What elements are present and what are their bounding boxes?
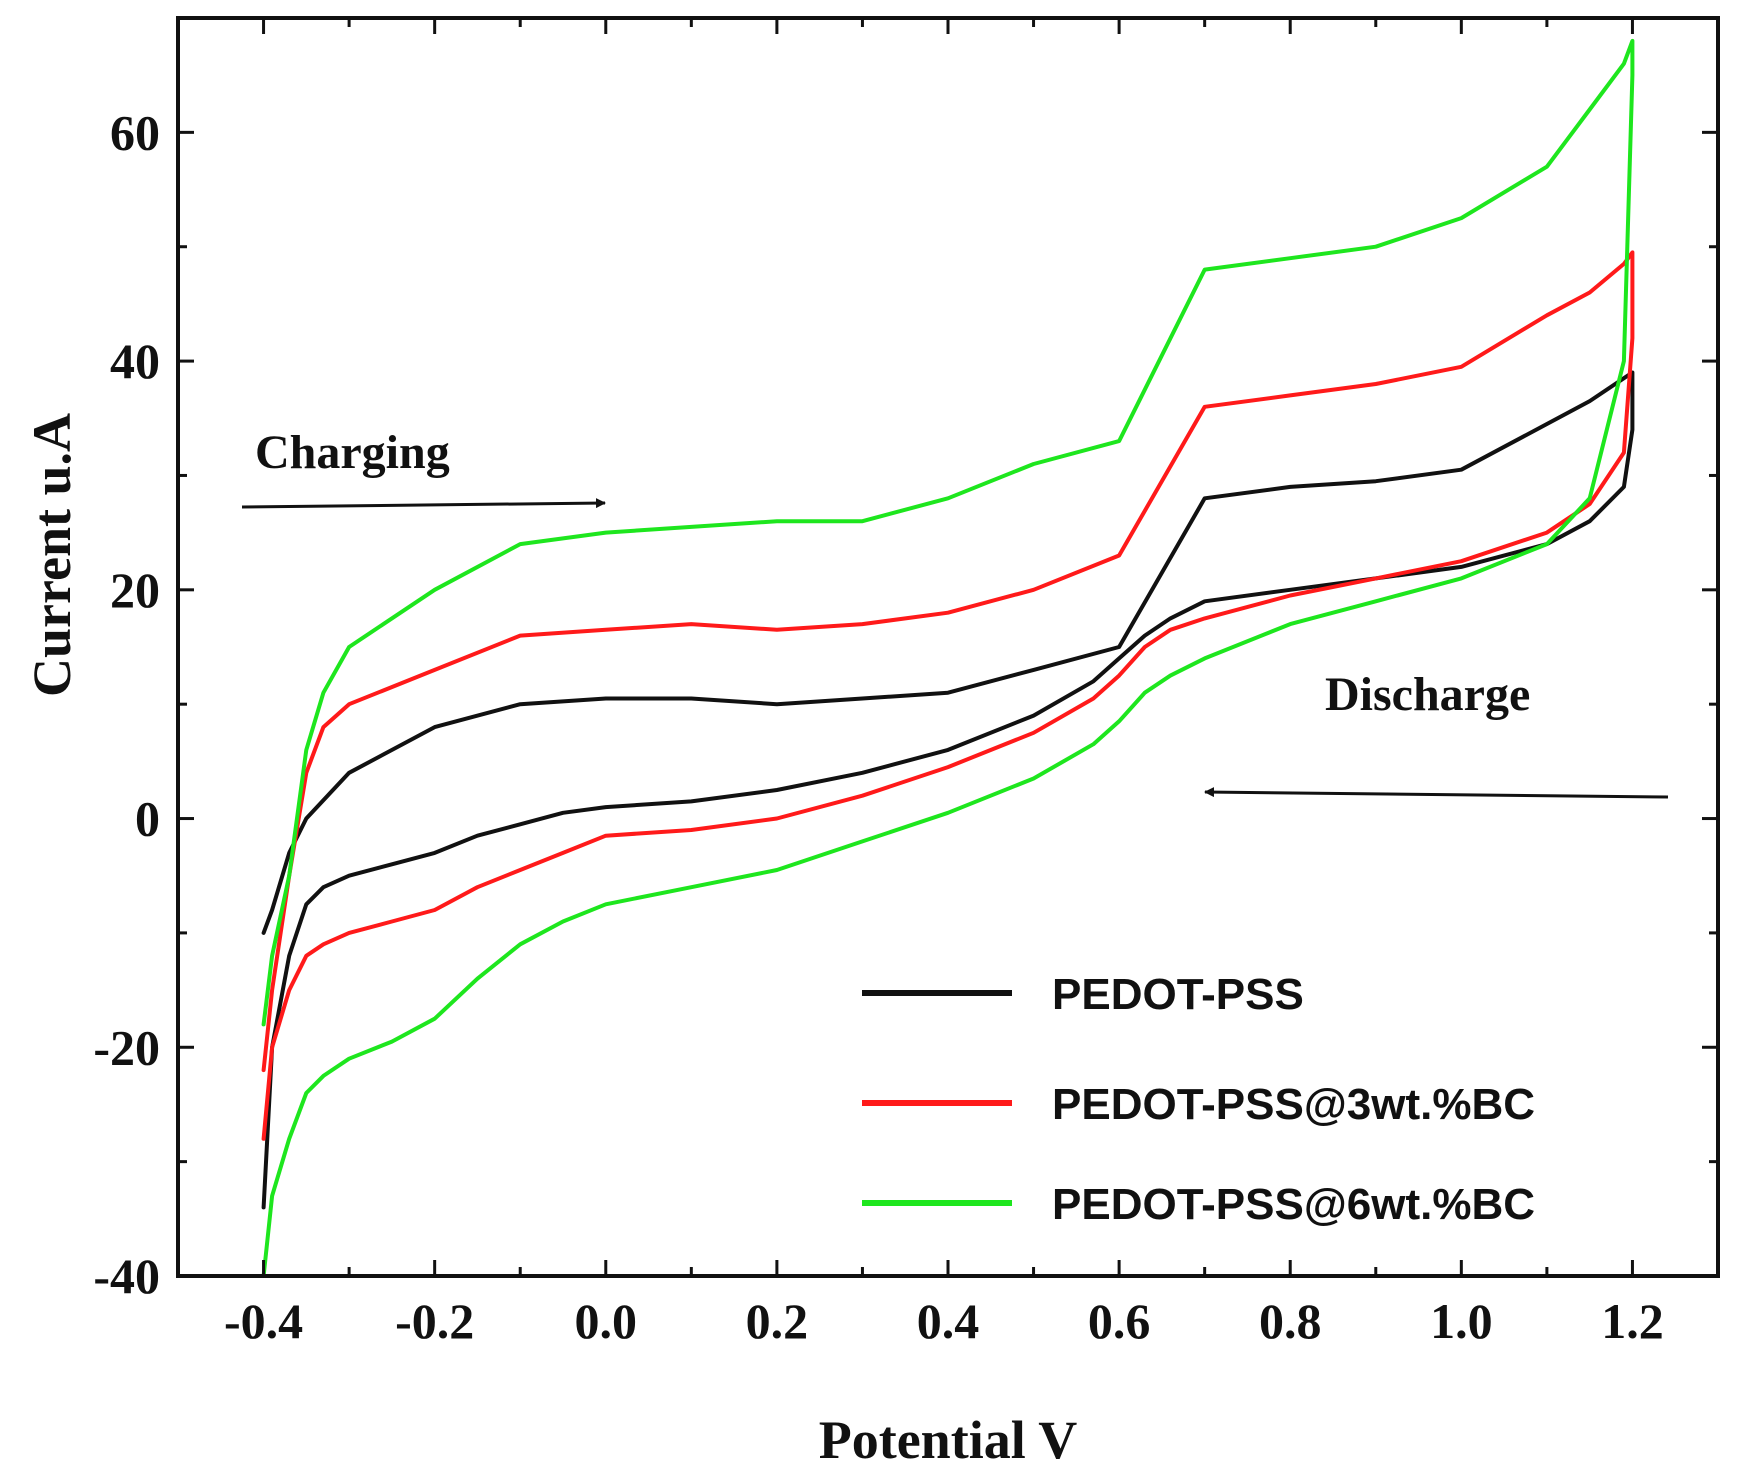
- x-tick-label: 0.8: [1259, 1293, 1322, 1349]
- discharge-annotation: Discharge: [1204, 668, 1669, 799]
- charging-arrow: [241, 498, 606, 509]
- legend-label-2: PEDOT-PSS@6wt.%BC: [1052, 1180, 1535, 1229]
- y-tick-labels: -40 -20 0 20 40 60: [93, 104, 160, 1304]
- legend-label-0: PEDOT-PSS: [1052, 970, 1304, 1019]
- charging-annotation: Charging: [241, 426, 606, 509]
- legend-label-1: PEDOT-PSS@3wt.%BC: [1052, 1080, 1535, 1129]
- series-layer: [261, 38, 1635, 1278]
- y-axis-title: Current u.A: [22, 413, 82, 697]
- x-tick-label: 0.6: [1088, 1293, 1151, 1349]
- y-tick-label: 0: [135, 791, 160, 847]
- y-tick-label: -20: [93, 1019, 160, 1075]
- x-tick-label: 1.0: [1430, 1293, 1493, 1349]
- charging-label: Charging: [255, 426, 450, 479]
- x-tick-label: -0.4: [224, 1293, 303, 1349]
- x-tick-label: -0.2: [395, 1293, 474, 1349]
- legend: PEDOT-PSS PEDOT-PSS@3wt.%BC PEDOT-PSS@6wt.…: [862, 970, 1535, 1229]
- y-tick-label: 20: [110, 562, 160, 618]
- x-tick-label: 1.2: [1601, 1293, 1664, 1349]
- y-tick-label: 60: [110, 104, 160, 160]
- y-tick-label: -40: [93, 1248, 160, 1304]
- ticks-layer: [176, 16, 1720, 1278]
- discharge-arrow: [1204, 787, 1669, 799]
- x-tick-labels: -0.4 -0.2 0.0 0.2 0.4 0.6 0.8 1.0 1.2: [224, 1293, 1664, 1349]
- x-axis-title: Potential V: [819, 1410, 1077, 1470]
- series-line-2: [261, 38, 1635, 1278]
- x-tick-label: 0.2: [746, 1293, 809, 1349]
- discharge-label: Discharge: [1325, 668, 1530, 721]
- x-tick-label: 0.0: [575, 1293, 638, 1349]
- x-tick-label: 0.4: [917, 1293, 980, 1349]
- y-tick-label: 40: [110, 333, 160, 389]
